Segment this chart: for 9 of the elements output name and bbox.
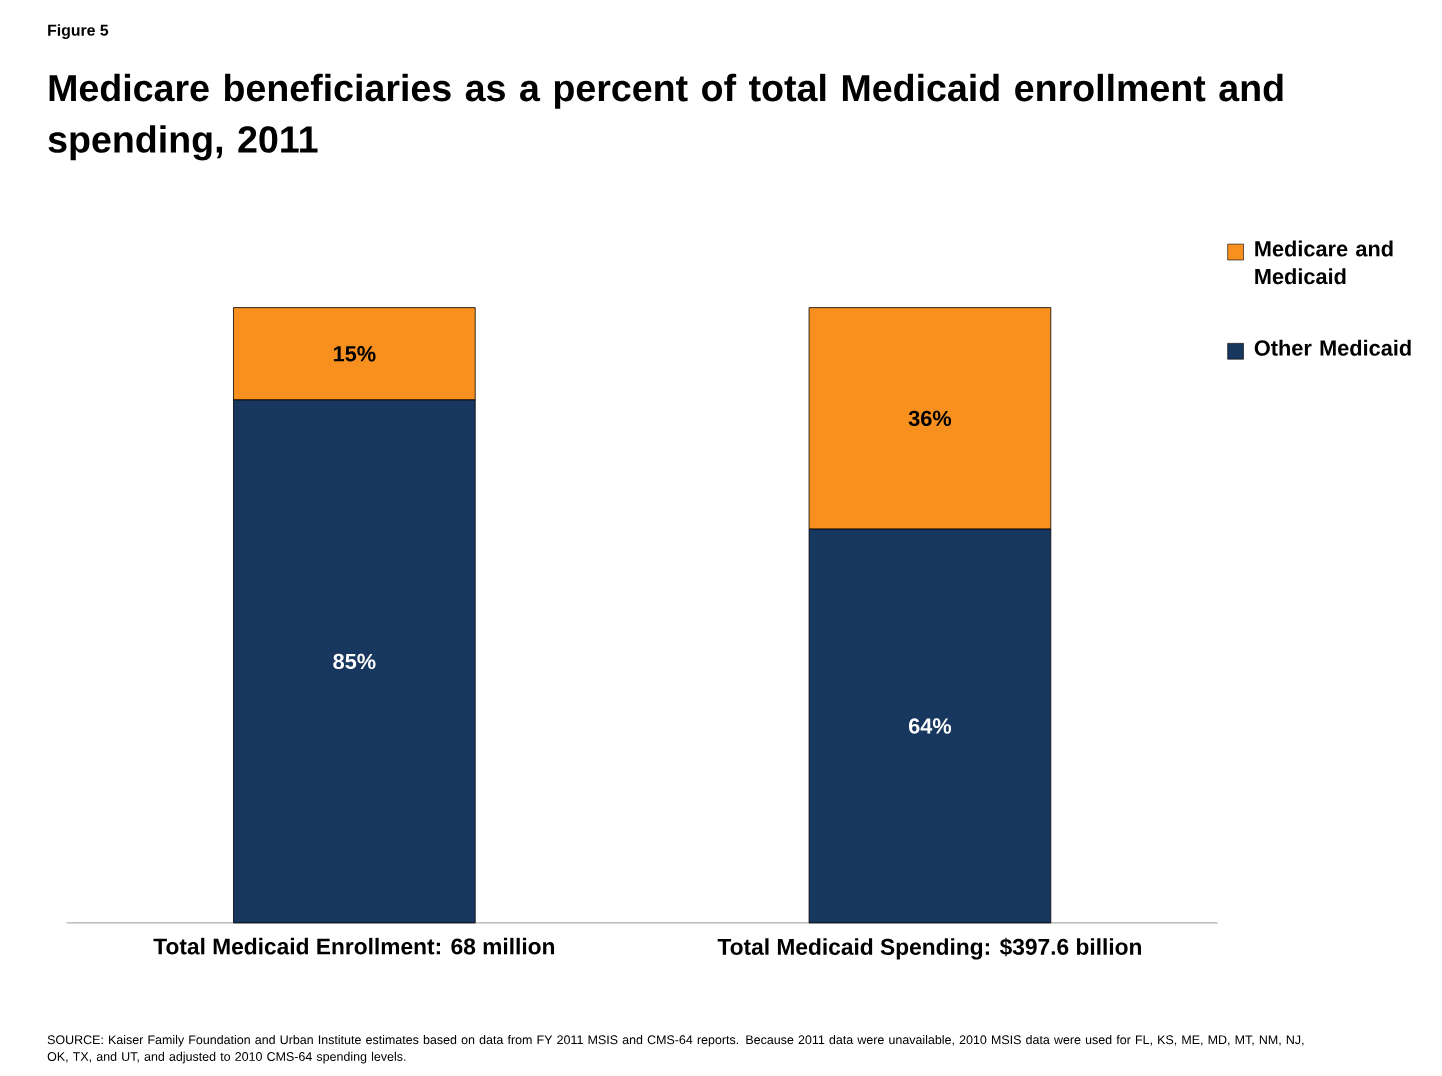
legend-label: Other Medicaid [1254,339,1411,356]
data-label: 15% [333,346,376,362]
x-tick-label: Total Medicaid Enrollment: 68 million [153,937,555,955]
data-label: 64% [908,718,952,734]
x-tick-label: Total Medicaid Spending: $397.6 billion [717,937,1141,960]
data-label: 85% [333,653,376,670]
chart-title: Medicare beneficiaries as a percent of total Medicaid enrollment and spending, 2011 [48,73,1283,161]
legend-label: Medicare and Medicaid [1255,240,1393,285]
data-label: 36% [908,410,952,427]
